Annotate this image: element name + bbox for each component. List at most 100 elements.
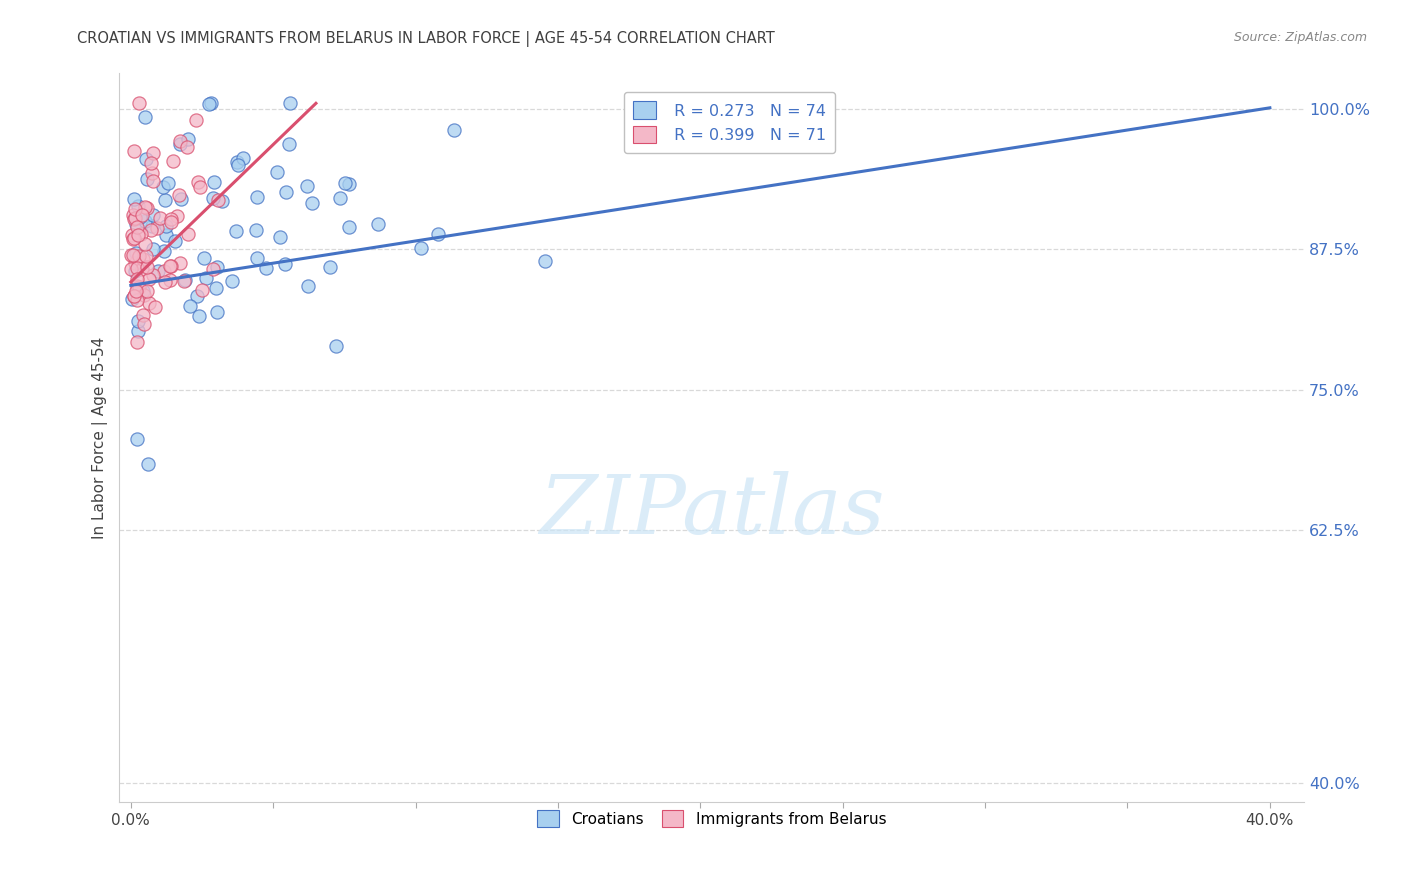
Point [159,273,181,287]
Point [134,200,156,214]
Point [201,262,224,277]
Point [184,113,207,128]
Point [122,144,145,158]
Point [269,229,291,244]
Point [274,185,297,199]
Point [134,214,156,228]
Point [134,110,156,124]
Point [132,252,155,266]
Point [135,249,157,263]
Point [129,227,152,241]
Point [143,300,166,314]
Point [411,241,433,255]
Point [122,231,145,245]
Point [141,166,163,180]
Point [135,153,157,167]
Point [135,284,157,298]
Point [132,288,155,302]
Point [124,263,146,277]
Point [155,193,177,207]
Point [127,314,149,328]
Point [163,234,186,248]
Point [427,227,450,241]
Point [125,285,148,299]
Point [141,219,163,234]
Point [534,254,557,268]
Point [122,212,145,227]
Point [173,274,195,288]
Point [125,278,148,293]
Point [152,180,174,194]
Point [127,251,149,265]
Point [245,223,267,237]
Point [128,279,150,293]
Point [179,299,201,313]
Point [221,274,243,288]
Point [138,296,160,310]
Point [160,211,183,226]
Point [146,220,169,235]
Point [125,293,148,307]
Point [177,227,200,241]
Point [226,158,249,172]
Point [319,260,342,274]
Point [128,96,150,111]
Point [142,208,165,222]
Point [329,190,352,204]
Point [225,224,247,238]
Point [132,284,155,298]
Point [169,256,191,270]
Point [125,245,148,260]
Point [297,279,319,293]
Point [159,259,181,273]
Point [127,260,149,275]
Point [201,191,224,205]
Point [128,249,150,263]
Point [136,458,159,472]
Point [226,155,249,169]
Point [173,273,195,287]
Point [136,201,159,215]
Point [132,308,155,322]
Point [122,208,145,222]
Point [325,339,347,353]
Point [169,134,191,148]
Point [335,176,357,190]
Point [205,260,228,275]
Point [232,151,254,165]
Point [121,227,143,242]
Point [187,175,209,189]
Point [205,281,228,295]
Point [125,219,148,234]
Point [146,264,169,278]
Point [125,334,148,349]
Text: ZIPatlas: ZIPatlas [538,471,884,550]
Point [124,288,146,302]
Point [142,174,165,188]
Point [195,271,218,285]
Legend: Croatians, Immigrants from Belarus: Croatians, Immigrants from Belarus [530,803,894,835]
Point [156,176,179,190]
Point [256,261,278,276]
Text: Source: ZipAtlas.com: Source: ZipAtlas.com [1233,31,1367,45]
Point [198,97,221,112]
Point [200,96,222,111]
Point [131,209,153,223]
Point [188,180,211,194]
Point [122,192,145,206]
Point [139,156,162,170]
Point [177,132,200,146]
Point [187,309,209,323]
Point [120,261,142,276]
Point [124,211,146,226]
Point [121,248,143,262]
Point [211,194,233,208]
Point [120,248,142,262]
Point [266,165,288,179]
Point [170,192,193,206]
Text: CROATIAN VS IMMIGRANTS FROM BELARUS IN LABOR FORCE | AGE 45-54 CORRELATION CHART: CROATIAN VS IMMIGRANTS FROM BELARUS IN L… [77,31,775,47]
Point [139,223,162,237]
Point [125,433,148,447]
Point [274,257,297,271]
Point [135,260,157,275]
